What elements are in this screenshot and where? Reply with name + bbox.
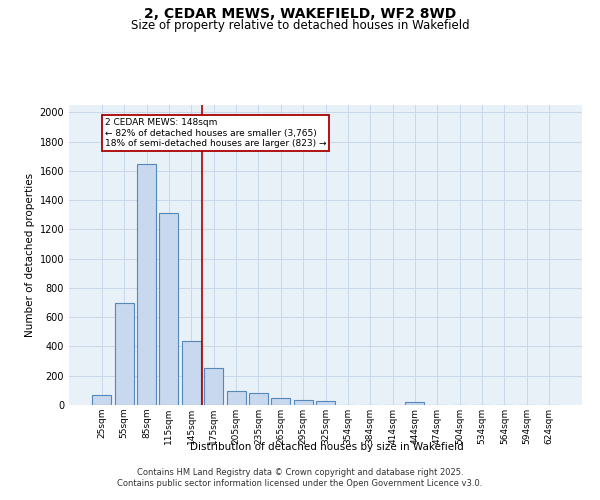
Bar — [293, 400, 313, 405]
Bar — [406, 402, 424, 405]
Text: Distribution of detached houses by size in Wakefield: Distribution of detached houses by size … — [190, 442, 464, 452]
Y-axis label: Number of detached properties: Number of detached properties — [25, 173, 35, 337]
Bar — [115, 302, 134, 405]
Bar — [227, 391, 245, 405]
Bar — [137, 164, 156, 405]
Bar — [92, 395, 112, 405]
Bar — [204, 368, 223, 405]
Text: Size of property relative to detached houses in Wakefield: Size of property relative to detached ho… — [131, 19, 469, 32]
Bar — [316, 400, 335, 405]
Bar — [182, 340, 201, 405]
Bar — [249, 392, 268, 405]
Text: 2, CEDAR MEWS, WAKEFIELD, WF2 8WD: 2, CEDAR MEWS, WAKEFIELD, WF2 8WD — [144, 8, 456, 22]
Bar — [271, 398, 290, 405]
Text: 2 CEDAR MEWS: 148sqm
← 82% of detached houses are smaller (3,765)
18% of semi-de: 2 CEDAR MEWS: 148sqm ← 82% of detached h… — [104, 118, 326, 148]
Text: Contains HM Land Registry data © Crown copyright and database right 2025.
Contai: Contains HM Land Registry data © Crown c… — [118, 468, 482, 487]
Bar — [160, 214, 178, 405]
